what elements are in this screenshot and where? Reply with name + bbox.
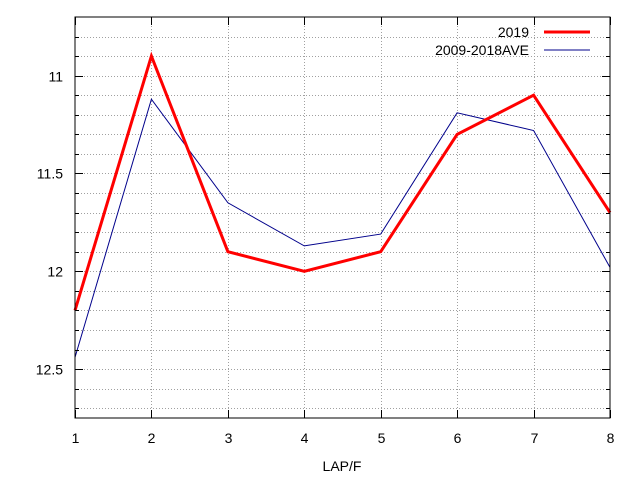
series-line-average xyxy=(74,98,611,358)
x-tick-label: 2 xyxy=(148,430,156,446)
x-tick-label: 8 xyxy=(607,430,615,446)
grid xyxy=(75,17,610,418)
series-lines xyxy=(73,51,612,358)
x-tick-label: 4 xyxy=(301,430,309,446)
x-tick-label: 6 xyxy=(454,430,462,446)
x-tick-label: 5 xyxy=(378,430,386,446)
x-axis-title: LAP/F xyxy=(323,458,362,474)
y-tick-label: 12 xyxy=(47,264,63,280)
legend: 2019 2009-2018AVE xyxy=(435,24,590,58)
x-tick-label: 3 xyxy=(225,430,233,446)
y-tick-label: 11.5 xyxy=(37,166,63,182)
plot-frame xyxy=(74,16,611,419)
y-tick-label: 12.5 xyxy=(36,362,63,378)
legend-label: 2009-2018AVE xyxy=(435,42,529,58)
legend-label: 2019 xyxy=(498,24,529,40)
series-line-current xyxy=(73,51,612,311)
x-tick-label: 7 xyxy=(531,430,539,446)
y-tick-label: 11 xyxy=(48,69,63,85)
axis-ticks xyxy=(75,17,611,418)
x-tick-label: 1 xyxy=(72,430,80,446)
